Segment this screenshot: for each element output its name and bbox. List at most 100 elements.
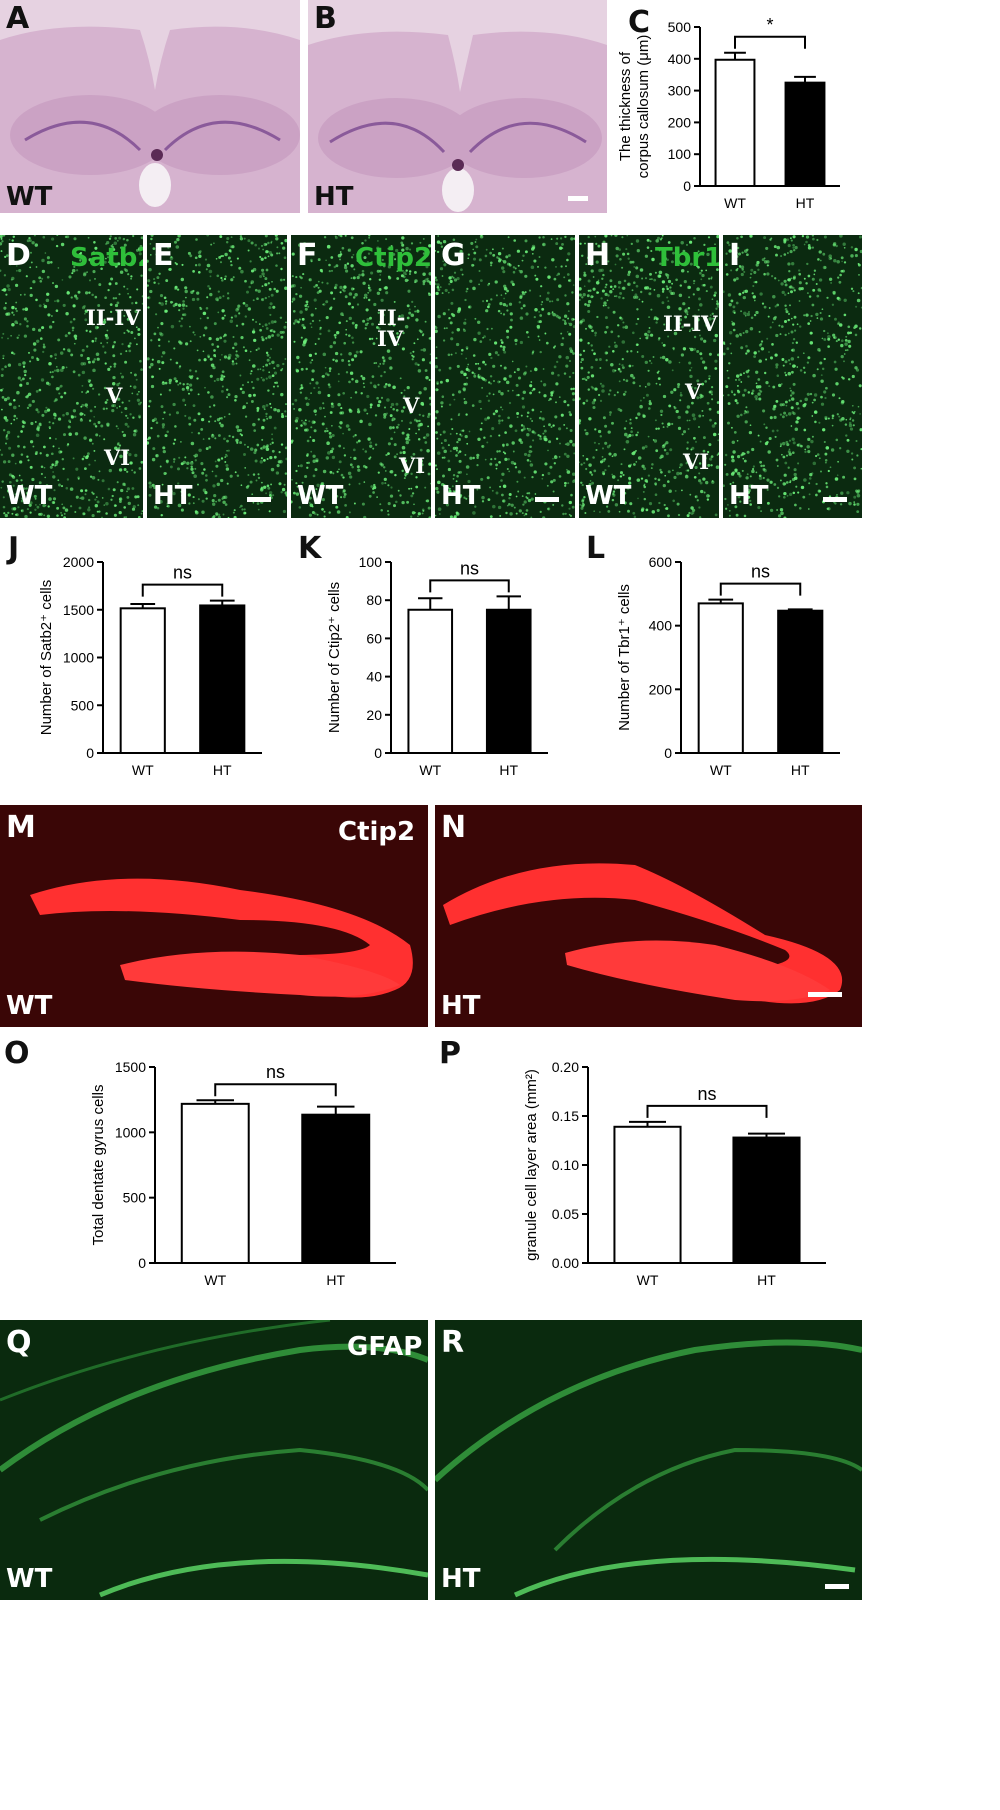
panel-r-label: R: [441, 1325, 465, 1360]
panel-d-label: D: [6, 238, 31, 273]
y-tick-label: 0: [374, 745, 382, 761]
y-tick-label: 1500: [63, 602, 94, 618]
scale-bar: [535, 497, 559, 502]
panel-b-group-label: HT: [314, 182, 354, 212]
significance-label: *: [766, 15, 773, 35]
he-brain-section-image: [0, 0, 300, 213]
bar-wt: [714, 58, 756, 188]
marker-label-gfap: GFAP: [347, 1332, 423, 1362]
bar-ht: [784, 81, 826, 187]
scale-bar: [568, 196, 588, 201]
panel-c-label: C: [628, 5, 651, 40]
x-tick-label: WT: [132, 762, 154, 778]
y-axis-label: Total dentate gyrus cells: [90, 1085, 107, 1246]
panel-l-chart: 0 200 400 600 Number of Tbr1⁺ cells WT HT ns L: [578, 530, 863, 795]
panel-g-label: G: [441, 238, 466, 273]
layer-label-vi: VI: [104, 445, 131, 470]
scale-bar: [808, 992, 842, 997]
panel-f-group-label: WT: [297, 481, 344, 511]
y-tick-label: 40: [366, 669, 382, 685]
significance-bracket: [719, 582, 802, 596]
x-tick-label: WT: [637, 1272, 659, 1288]
fluorescence-cortex-image: [723, 235, 862, 518]
fluorescence-cortex-image: [147, 235, 287, 518]
panel-e-label: E: [153, 238, 174, 273]
panel-d-group-label: WT: [6, 481, 53, 511]
significance-label: ns: [173, 563, 192, 583]
y-tick-label: 0.10: [552, 1157, 579, 1173]
bar-wt: [613, 1125, 682, 1264]
y-tick-label: 500: [668, 19, 692, 35]
panel-j-chart: 0 500 1000 1500 2000 Number of Satb2⁺ cells WT…: [0, 530, 285, 795]
marker-label-ctip2: Ctip2: [355, 243, 431, 273]
y-axis-label: Number of Satb2⁺ cells: [38, 580, 55, 736]
gfap-hippocampus-image: [0, 1320, 428, 1600]
y-tick-label: 60: [366, 630, 382, 646]
panel-q-group-label: WT: [6, 1564, 53, 1594]
x-tick-label: HT: [213, 762, 232, 778]
scale-bar: [825, 1584, 849, 1589]
y-tick-label: 0: [664, 745, 672, 761]
scale-bar: [823, 497, 847, 502]
panel-n-label: N: [441, 810, 467, 845]
fluorescence-cortex-image: [291, 235, 431, 518]
x-tick-label: WT: [710, 762, 732, 778]
x-tick-label: HT: [791, 762, 810, 778]
y-tick-label: 0: [683, 178, 691, 194]
x-tick-label: HT: [499, 762, 518, 778]
y-tick-label: 0.05: [552, 1206, 579, 1222]
panel-c-chart: 0 100 200 300 400 500 The thickness of corpus c…: [610, 0, 860, 228]
x-tick-label: WT: [204, 1272, 226, 1288]
panel-m-ctip2-dentate-wt: M Ctip2 WT: [0, 805, 428, 1027]
layer-label-v: V: [106, 383, 123, 408]
bar-chart-svg: 0 500 1000 1500 2000 Number of Satb2⁺ cells WT…: [38, 554, 262, 778]
fluorescence-cortex-image: [435, 235, 575, 518]
panel-e-group-label: HT: [153, 481, 193, 511]
y-tick-label: 300: [668, 83, 692, 99]
panel-l-label: L: [586, 531, 606, 566]
significance-label: ns: [460, 558, 479, 578]
y-axis-label: Number of Tbr1⁺ cells: [616, 584, 633, 731]
panel-h-tbr1-wt: H Tbr1 II-IV V VI WT: [579, 235, 719, 518]
bar-ht: [301, 1113, 371, 1265]
scale-bar: [247, 497, 271, 502]
bar-wt: [180, 1102, 250, 1264]
panel-f-ctip2-wt: F Ctip2 II-IV V VI WT: [291, 235, 431, 518]
panel-n-ctip2-dentate-ht: N HT: [435, 805, 862, 1027]
bar-ht: [485, 608, 532, 754]
y-tick-label: 80: [366, 592, 382, 608]
layer-label-vi: VI: [399, 453, 426, 478]
bar-chart-svg: 0 20 40 60 80 100 Number of Ctip2⁺ cells WT HT ns: [326, 554, 548, 778]
panel-g-group-label: HT: [441, 481, 481, 511]
y-axis-label: corpus callosum (μm): [635, 35, 652, 179]
layer-label-ii-iv: II-IV: [377, 305, 406, 351]
significance-bracket: [646, 1104, 768, 1118]
layer-label-ii-iv: II-IV: [663, 311, 718, 336]
bar-ht: [199, 604, 246, 754]
bar-wt: [119, 607, 166, 754]
bar-chart-svg: 0.00 0.05 0.10 0.15 0.20 granule cell layer a…: [523, 1059, 826, 1288]
significance-bracket: [429, 579, 510, 593]
panel-a-group-label: WT: [6, 182, 53, 212]
y-axis-label: granule cell layer area (mm²): [523, 1069, 540, 1261]
y-tick-label: 2000: [63, 554, 94, 570]
y-tick-label: 20: [366, 707, 382, 723]
gfap-hippocampus-image: [435, 1320, 862, 1600]
layer-label-ii-iv: II-IV: [86, 305, 141, 330]
x-tick-label: HT: [757, 1272, 776, 1288]
fluorescence-cortex-image: [0, 235, 143, 518]
y-tick-label: 600: [649, 554, 673, 570]
x-tick-label: WT: [419, 762, 441, 778]
y-tick-label: 1000: [63, 650, 94, 666]
panel-a-he-section-wt: A WT: [0, 0, 300, 213]
fluorescence-cortex-image: [579, 235, 719, 518]
panel-i-group-label: HT: [729, 481, 769, 511]
panel-g-ctip2-ht: G HT: [435, 235, 575, 518]
panel-j-label: J: [8, 531, 20, 566]
significance-label: ns: [266, 1062, 285, 1082]
y-tick-label: 200: [649, 681, 673, 697]
y-tick-label: 0: [138, 1255, 146, 1271]
bar-ht: [777, 609, 824, 754]
y-tick-label: 400: [649, 618, 673, 634]
panel-r-group-label: HT: [441, 1564, 481, 1594]
